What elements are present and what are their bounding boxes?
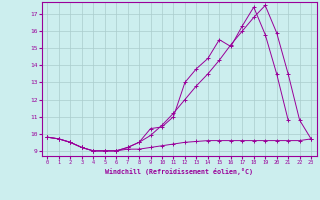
X-axis label: Windchill (Refroidissement éolien,°C): Windchill (Refroidissement éolien,°C) bbox=[105, 168, 253, 175]
